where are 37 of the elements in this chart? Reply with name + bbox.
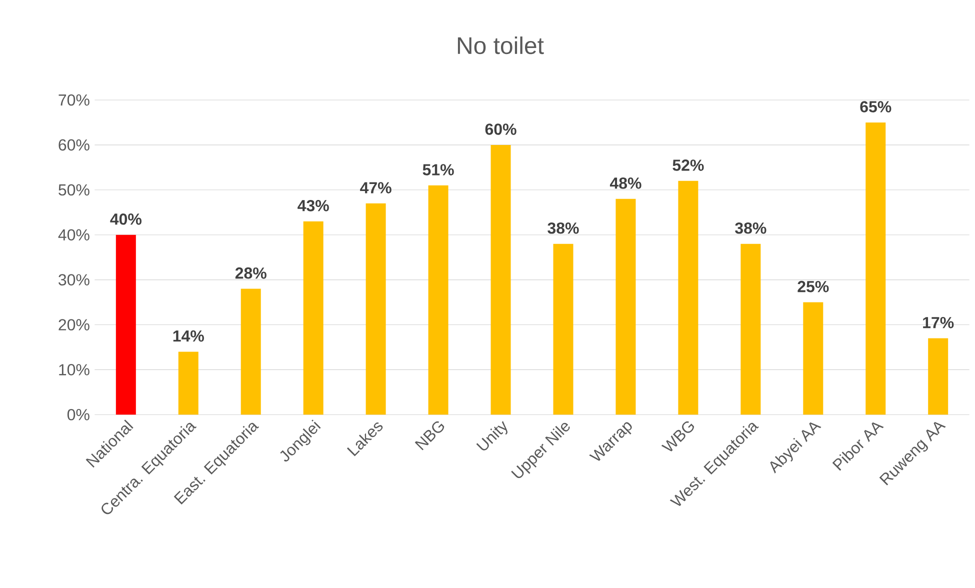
bar <box>116 234 136 415</box>
y-tick-label: 10% <box>59 364 90 376</box>
data-label: 14% <box>173 330 204 342</box>
bar <box>303 221 324 415</box>
data-label: 52% <box>672 160 704 171</box>
bar <box>366 203 386 415</box>
y-tick-label: 40% <box>58 229 90 240</box>
bar <box>740 244 761 415</box>
y-tick-label: 70% <box>58 94 90 106</box>
data-label: 38% <box>548 222 579 234</box>
data-label: 47% <box>360 182 392 194</box>
chart-title: No toilet <box>458 36 544 54</box>
bar <box>490 144 511 415</box>
bar <box>866 122 886 415</box>
data-label: 38% <box>735 222 766 234</box>
data-label: 51% <box>422 164 454 176</box>
bar <box>178 352 198 415</box>
y-tick-label: 50% <box>58 184 90 196</box>
bar <box>928 338 948 415</box>
y-tick-label: 60% <box>58 139 90 151</box>
bar <box>803 302 824 415</box>
data-label: 65% <box>860 101 892 112</box>
data-label: 43% <box>298 200 329 212</box>
bar <box>553 244 574 415</box>
y-tick-label: 20% <box>58 319 90 330</box>
data-label: 28% <box>235 267 266 279</box>
bar <box>428 185 448 415</box>
data-label: 17% <box>923 316 954 328</box>
y-tick-label: 30% <box>58 274 90 286</box>
bar <box>616 198 636 415</box>
y-tick-label: 0% <box>67 408 90 420</box>
data-label: 60% <box>485 124 516 135</box>
data-label: 48% <box>610 178 642 189</box>
data-label: 40% <box>110 213 142 225</box>
data-label: 25% <box>798 280 829 292</box>
bar <box>678 180 698 415</box>
bar <box>240 288 261 415</box>
